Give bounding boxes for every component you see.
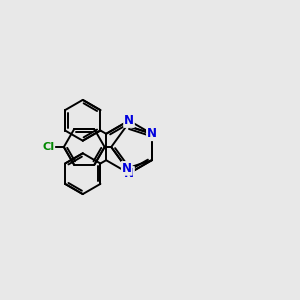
Text: N: N: [147, 127, 157, 140]
Text: N: N: [124, 167, 134, 180]
Text: Cl: Cl: [42, 142, 54, 152]
Text: N: N: [124, 114, 134, 127]
Text: N: N: [122, 162, 132, 175]
